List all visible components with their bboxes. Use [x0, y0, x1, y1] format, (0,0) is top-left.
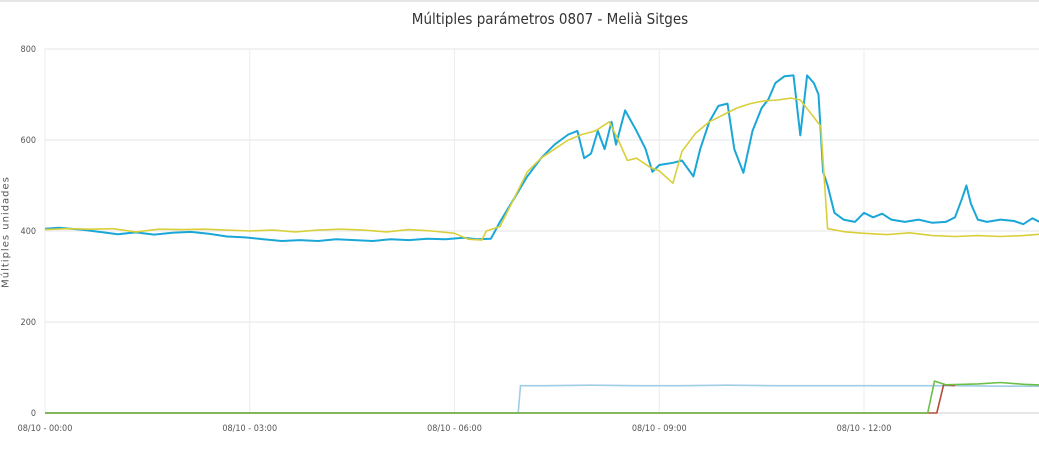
series-line-2	[45, 384, 1039, 414]
series-line-4	[45, 380, 1039, 414]
y-tick-label: 0	[31, 409, 36, 419]
x-tick-labels: 08/10 - 00:00 08/10 - 03:00 08/10 - 06:00 0…	[18, 424, 892, 434]
y-tick-label: 200	[21, 318, 36, 328]
top-border	[0, 0, 1039, 2]
x-tick-label: 08/10 - 12:00	[837, 424, 892, 434]
y-tick-label: 800	[21, 45, 36, 55]
x-tick-label: 08/10 - 09:00	[632, 424, 687, 434]
series-line-0	[44, 74, 1039, 242]
y-tick-label: 600	[21, 136, 36, 146]
series-line-3	[45, 384, 956, 414]
grid-lines	[44, 48, 1039, 414]
x-tick-label: 08/10 - 00:00	[18, 424, 73, 434]
x-tick-label: 08/10 - 06:00	[427, 424, 482, 434]
x-tick-label: 08/10 - 03:00	[222, 424, 277, 434]
y-tick-label: 400	[21, 227, 36, 237]
series-lines	[44, 74, 1039, 414]
series-line-1	[44, 97, 1039, 241]
chart-title: Múltiples parámetros 0807 - Melià Sitges	[411, 10, 689, 28]
y-tick-labels: 0 200 400 600 800	[21, 45, 36, 419]
